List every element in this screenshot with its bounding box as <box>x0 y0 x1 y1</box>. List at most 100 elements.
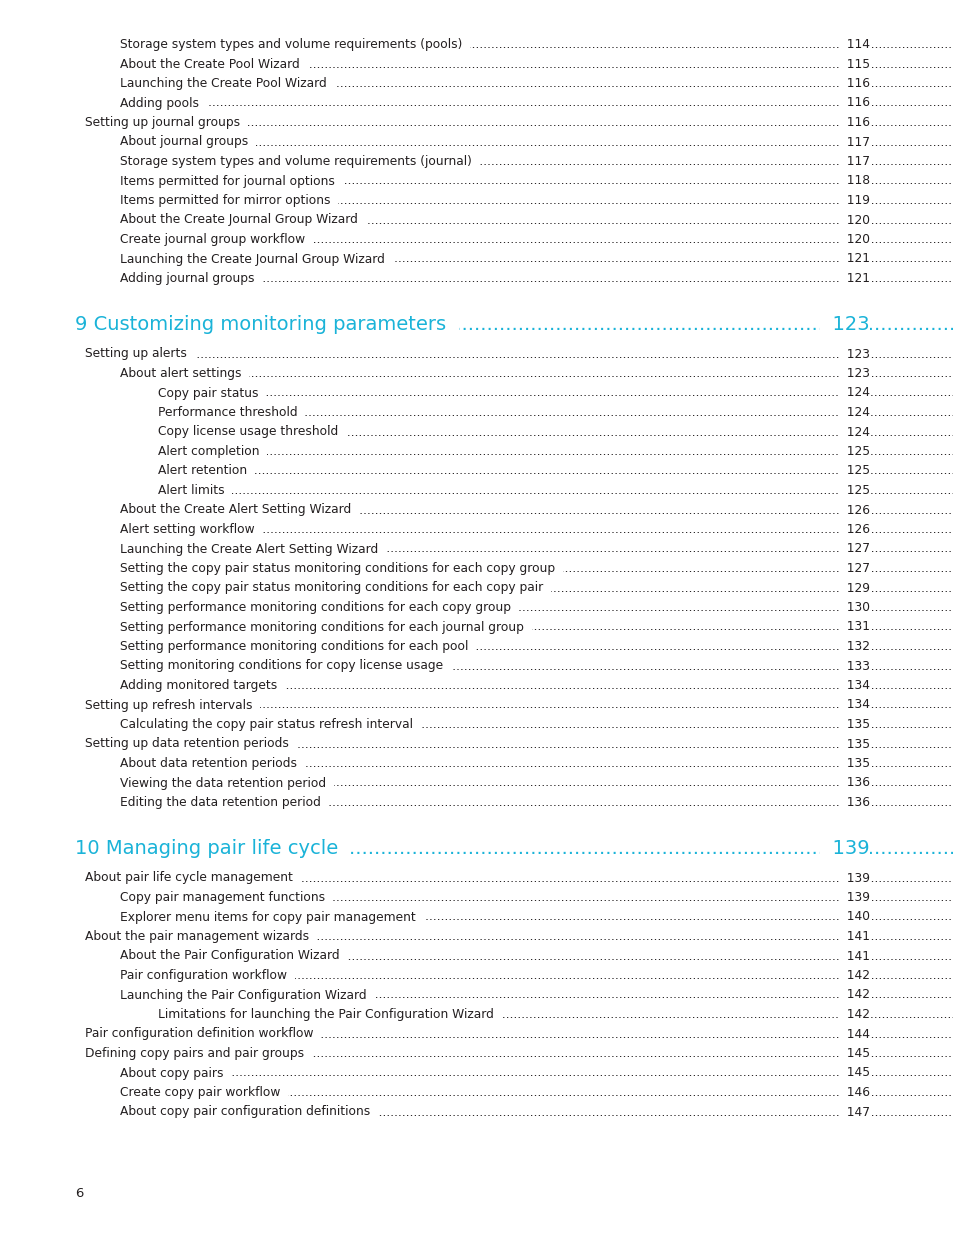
Text: Calculating the copy pair status refresh interval: Calculating the copy pair status refresh… <box>120 718 413 731</box>
Text: 116: 116 <box>838 96 869 110</box>
Text: ................................................................................: ........................................… <box>120 58 953 70</box>
Text: ................................................................................: ........................................… <box>120 659 953 673</box>
Text: 118: 118 <box>845 174 869 188</box>
Text: Adding monitored targets: Adding monitored targets <box>120 679 285 692</box>
Text: 136: 136 <box>838 777 869 789</box>
Text: ................................................................................: ........................................… <box>120 988 953 1002</box>
Text: ................................................................................: ........................................… <box>85 347 953 361</box>
Text: ................................................................................: ........................................… <box>120 156 953 168</box>
Text: Create copy pair workflow: Create copy pair workflow <box>120 1086 280 1099</box>
Text: 146: 146 <box>838 1086 869 1099</box>
Text: 123: 123 <box>820 315 869 335</box>
Text: ................................................................................: ........................................… <box>120 1067 953 1079</box>
Text: ................................................................................: ........................................… <box>120 233 953 246</box>
Text: 123: 123 <box>838 347 869 361</box>
Text: ................................................................................: ........................................… <box>85 1028 953 1041</box>
Text: ................................................................................: ........................................… <box>158 464 953 478</box>
Text: 141: 141 <box>846 950 869 962</box>
Text: 114: 114 <box>838 38 869 51</box>
Text: ................................................................................: ........................................… <box>85 116 953 128</box>
Text: 129: 129 <box>846 582 869 594</box>
Text: Items permitted for mirror options: Items permitted for mirror options <box>120 194 338 207</box>
Text: Storage system types and volume requirements (pools): Storage system types and volume requirem… <box>120 38 462 51</box>
Text: 136: 136 <box>846 797 869 809</box>
Text: 117: 117 <box>846 136 869 148</box>
Text: 139: 139 <box>838 872 869 884</box>
Text: Alert limits: Alert limits <box>158 484 233 496</box>
Text: Pair configuration definition workflow: Pair configuration definition workflow <box>85 1028 314 1041</box>
Text: Launching the Create Journal Group Wizard: Launching the Create Journal Group Wizar… <box>120 252 393 266</box>
Text: Setting up alerts: Setting up alerts <box>85 347 194 361</box>
Text: 121: 121 <box>846 252 869 266</box>
Text: 139: 139 <box>832 840 869 858</box>
Text: Alert setting workflow: Alert setting workflow <box>120 522 262 536</box>
Text: About the Pair Configuration Wizard: About the Pair Configuration Wizard <box>120 950 339 962</box>
Text: 124: 124 <box>846 406 869 419</box>
Text: ................................................................................: ........................................… <box>120 77 953 90</box>
Text: ................................................................................: ........................................… <box>120 38 953 51</box>
Text: 123: 123 <box>838 367 869 380</box>
Text: ................................................................................: ........................................… <box>120 620 953 634</box>
Text: Alert setting workflow: Alert setting workflow <box>120 522 254 536</box>
Text: Setting up journal groups: Setting up journal groups <box>85 116 240 128</box>
Text: Items permitted for journal options: Items permitted for journal options <box>120 174 342 188</box>
Text: Alert retention: Alert retention <box>158 464 247 478</box>
Text: ................................................................................: ........................................… <box>158 484 953 496</box>
Text: 136: 136 <box>838 797 869 809</box>
Text: Storage system types and volume requirements (journal): Storage system types and volume requirem… <box>120 156 472 168</box>
Text: Calculating the copy pair status refresh interval: Calculating the copy pair status refresh… <box>120 718 420 731</box>
Text: 132: 132 <box>838 640 869 653</box>
Text: ................................................................................: ........................................… <box>158 426 953 438</box>
Text: ................................................................................: ........................................… <box>158 445 953 458</box>
Text: 125: 125 <box>845 464 869 478</box>
Text: ................................................................................: ........................................… <box>120 890 953 904</box>
Text: ................................................................................: ........................................… <box>120 640 953 653</box>
Text: ................................................................................: ........................................… <box>120 542 953 556</box>
Text: 145: 145 <box>845 1047 869 1060</box>
Text: 141: 141 <box>846 930 869 944</box>
Text: Setting up alerts: Setting up alerts <box>85 347 187 361</box>
Text: 126: 126 <box>838 522 869 536</box>
Text: Create journal group workflow: Create journal group workflow <box>120 233 305 246</box>
Text: Viewing the data retention period: Viewing the data retention period <box>120 777 334 789</box>
Text: 144: 144 <box>846 1028 869 1041</box>
Text: 147: 147 <box>838 1105 869 1119</box>
Text: About alert settings: About alert settings <box>120 367 249 380</box>
Text: 145: 145 <box>845 1067 869 1079</box>
Text: About data retention periods: About data retention periods <box>120 757 296 769</box>
Text: Copy pair management functions: Copy pair management functions <box>120 890 333 904</box>
Text: Launching the Pair Configuration Wizard: Launching the Pair Configuration Wizard <box>120 988 366 1002</box>
Text: ................................................................................: ........................................… <box>120 718 953 731</box>
Text: Adding journal groups: Adding journal groups <box>120 272 254 285</box>
Text: Performance threshold: Performance threshold <box>158 406 297 419</box>
Text: 129: 129 <box>838 582 869 594</box>
Text: 118: 118 <box>838 174 869 188</box>
Text: 135: 135 <box>838 718 869 731</box>
Text: About the Pair Configuration Wizard: About the Pair Configuration Wizard <box>120 950 347 962</box>
Text: Setting the copy pair status monitoring conditions for each copy pair: Setting the copy pair status monitoring … <box>120 582 551 594</box>
Text: 134: 134 <box>838 679 869 692</box>
Text: 124: 124 <box>838 387 869 399</box>
Text: ................................................................................: ........................................… <box>85 699 953 711</box>
Text: Setting up refresh intervals: Setting up refresh intervals <box>85 699 253 711</box>
Text: ................................................................................: ........................................… <box>75 840 953 858</box>
Text: Create journal group workflow: Create journal group workflow <box>120 233 313 246</box>
Text: ................................................................................: ........................................… <box>120 1086 953 1099</box>
Text: Limitations for launching the Pair Configuration Wizard: Limitations for launching the Pair Confi… <box>158 1008 494 1021</box>
Text: 116: 116 <box>838 77 869 90</box>
Text: 144: 144 <box>838 1028 869 1041</box>
Text: 116: 116 <box>846 77 869 90</box>
Text: 115: 115 <box>845 58 869 70</box>
Text: ................................................................................: ........................................… <box>85 930 953 944</box>
Text: Copy pair management functions: Copy pair management functions <box>120 890 325 904</box>
Text: 123: 123 <box>832 315 869 335</box>
Text: 114: 114 <box>846 38 869 51</box>
Text: 145: 145 <box>838 1067 869 1079</box>
Text: Setting monitoring conditions for copy license usage: Setting monitoring conditions for copy l… <box>120 659 451 673</box>
Text: Setting the copy pair status monitoring conditions for each copy group: Setting the copy pair status monitoring … <box>120 562 555 576</box>
Text: 121: 121 <box>838 252 869 266</box>
Text: Setting up refresh intervals: Setting up refresh intervals <box>85 699 260 711</box>
Text: Setting the copy pair status monitoring conditions for each copy pair: Setting the copy pair status monitoring … <box>120 582 542 594</box>
Text: ................................................................................: ........................................… <box>120 797 953 809</box>
Text: 124: 124 <box>838 406 869 419</box>
